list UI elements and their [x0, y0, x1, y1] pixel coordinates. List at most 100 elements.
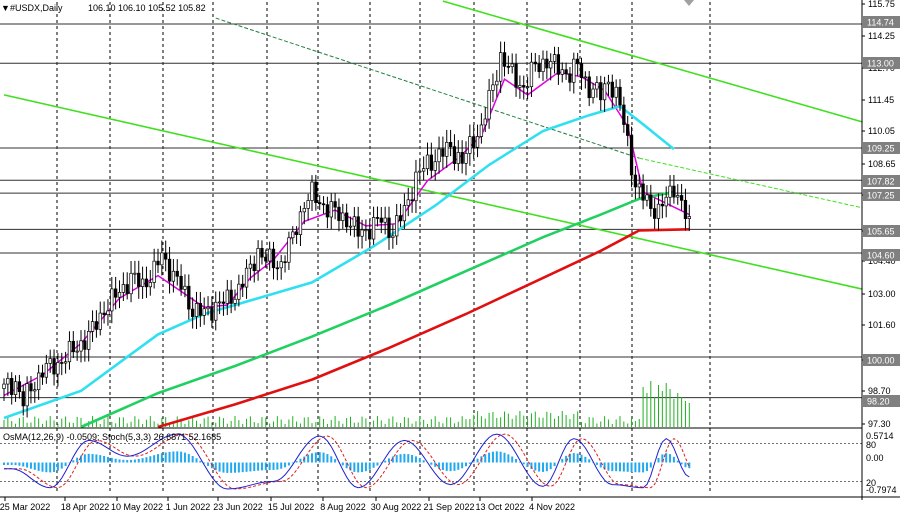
- price-level-label: 114.74: [867, 18, 894, 28]
- candle-bear: [472, 136, 476, 148]
- candle-bear: [113, 288, 118, 298]
- candle-bear: [241, 283, 245, 288]
- candle-bull: [572, 58, 576, 83]
- candle-bear: [337, 206, 341, 221]
- candle-bear: [448, 141, 453, 147]
- candle-bull: [291, 231, 295, 239]
- candle-bear: [537, 63, 541, 73]
- price-level-label: 98.20: [867, 397, 890, 407]
- candle-bull: [525, 86, 530, 89]
- candle-bull: [121, 284, 126, 293]
- time-tick-label: 18 Apr 2022: [61, 502, 110, 512]
- candle-bull: [225, 289, 229, 304]
- candle-bear: [356, 216, 360, 237]
- candle-bull: [464, 153, 468, 164]
- price-tick-label: 110.05: [868, 126, 895, 136]
- price-level-label: 107.25: [867, 191, 895, 201]
- candle-bull: [90, 321, 95, 332]
- time-tick-label: 13 Oct 2022: [475, 502, 524, 512]
- candle-bull: [244, 267, 249, 288]
- candle-bull: [664, 196, 668, 207]
- candle-bull: [668, 185, 672, 198]
- candle-bull: [117, 292, 122, 298]
- candle-bull: [79, 340, 83, 352]
- time-tick-label: 8 Aug 2022: [320, 502, 366, 512]
- candle-bear: [610, 81, 614, 98]
- time-tick-label: 25 Mar 2022: [0, 502, 50, 512]
- candle-bull: [202, 308, 206, 316]
- candle-bull: [140, 278, 145, 287]
- candle-bull: [552, 54, 557, 62]
- candle-bull: [194, 303, 199, 317]
- candle-bull: [395, 215, 399, 237]
- candle-bear: [522, 85, 526, 88]
- candle-bear: [626, 124, 630, 136]
- candle-bear: [629, 135, 634, 176]
- oscillator-axis-label: 20: [866, 478, 876, 488]
- candle-bull: [44, 363, 48, 378]
- candle-bull: [329, 201, 333, 218]
- candle-bull: [360, 229, 364, 237]
- candle-bear: [102, 312, 106, 316]
- candle-bear: [10, 378, 14, 395]
- candle-bull: [6, 378, 10, 385]
- candle-bull: [602, 83, 607, 101]
- candle-bear: [514, 63, 518, 88]
- candle-bull: [306, 200, 310, 209]
- candle-bear: [321, 203, 326, 206]
- candle-bull: [160, 252, 164, 266]
- candle-bull: [491, 84, 495, 91]
- candle-bull: [268, 248, 272, 262]
- candle-bull: [56, 362, 60, 375]
- time-tick-label: 15 Jul 2022: [268, 502, 315, 512]
- candle-bear: [221, 301, 226, 304]
- candle-bull: [2, 383, 6, 389]
- candle-bull: [237, 283, 241, 300]
- candle-bull: [422, 168, 426, 172]
- candle-bull: [106, 310, 110, 316]
- candle-bear: [649, 194, 653, 209]
- candle-bear: [652, 208, 657, 219]
- candle-bear: [210, 306, 214, 321]
- chart-shift-marker-icon[interactable]: [684, 0, 694, 6]
- price-level-label: 105.65: [867, 227, 895, 237]
- oscillator-axis-label: 80: [866, 440, 876, 450]
- candle-bull: [98, 312, 102, 330]
- candle-bear: [333, 201, 337, 208]
- candle-bull: [348, 225, 353, 228]
- candle-bear: [379, 217, 383, 223]
- candle-bull: [595, 82, 599, 90]
- menu-arrow-icon[interactable]: ▼: [1, 3, 10, 13]
- candle-bull: [591, 88, 595, 99]
- candle-bear: [533, 61, 537, 65]
- oscillator-axis-label: 0.00: [866, 453, 884, 463]
- oscillator-axis-label: -0.7974: [866, 485, 897, 495]
- candle-bear: [318, 202, 322, 205]
- candle-bear: [167, 258, 172, 282]
- candle-bull: [445, 141, 449, 157]
- candle-bear: [175, 270, 179, 277]
- candle-bull: [298, 211, 303, 235]
- candle-bear: [587, 76, 591, 99]
- chart-ohlc-label: 106.10 106.10 105.52 105.82: [88, 3, 206, 13]
- candle-bull: [206, 306, 210, 310]
- price-tick-label: 108.65: [868, 159, 896, 169]
- candle-bull: [406, 199, 410, 206]
- candle-bear: [683, 199, 688, 220]
- stoch-main-line: [4, 433, 690, 490]
- candle-bull: [560, 69, 564, 75]
- price-tick-label: 103.00: [868, 289, 896, 299]
- candle-bear: [144, 278, 149, 288]
- candle-bull: [391, 235, 395, 238]
- candle-bear: [633, 174, 638, 188]
- candle-bear: [83, 340, 87, 350]
- candle-bear: [429, 154, 433, 171]
- candle-bull: [468, 136, 472, 154]
- candle-bull: [287, 237, 291, 263]
- price-level-label: 107.82: [867, 177, 895, 187]
- price-level-label: 113.00: [867, 59, 894, 69]
- candle-bull: [371, 217, 376, 240]
- candle-bear: [345, 212, 349, 228]
- candle-bull: [364, 229, 368, 232]
